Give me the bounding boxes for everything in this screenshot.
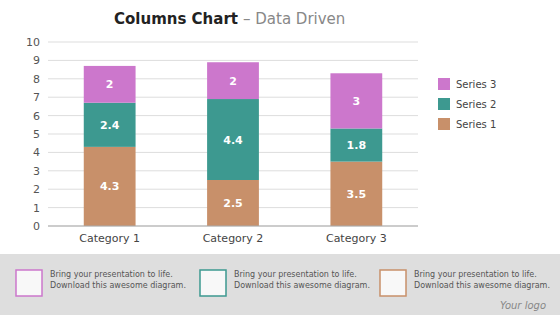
subtitle: – Data Driven xyxy=(243,10,345,28)
data-label: 4.4 xyxy=(223,134,243,147)
y-tick-label: 4 xyxy=(33,146,40,159)
y-tick-label: 8 xyxy=(33,73,40,86)
x-axis-line xyxy=(48,226,418,227)
footer-text-line: Bring your presentation to life. xyxy=(414,270,537,279)
y-tick-label: 5 xyxy=(33,128,40,141)
bar-segment xyxy=(84,147,136,226)
logo-text: Your logo xyxy=(500,300,546,311)
bar-segment xyxy=(84,103,136,147)
data-label: 2 xyxy=(229,75,237,88)
y-tick-label: 1 xyxy=(33,202,40,215)
footer-text-line: Download this awesome diagram. xyxy=(234,281,370,290)
data-label: 3 xyxy=(353,95,361,108)
legend-label: Series 3 xyxy=(456,79,496,90)
y-tick-label: 7 xyxy=(33,91,40,104)
title: Columns Chart xyxy=(114,10,238,28)
x-tick-label: Category 1 xyxy=(79,232,140,245)
data-label: 2.5 xyxy=(223,197,243,210)
data-label: 1.8 xyxy=(347,139,367,152)
grid-line xyxy=(48,42,418,43)
y-tick-label: 6 xyxy=(33,110,40,123)
footer-text-line: Download this awesome diagram. xyxy=(414,281,550,290)
y-tick-label: 9 xyxy=(33,54,40,67)
grid-line xyxy=(48,60,418,61)
legend-swatch xyxy=(438,118,450,130)
footer-text: Bring your presentation to life. Download… xyxy=(50,270,186,290)
data-label: 2 xyxy=(106,78,114,91)
bars xyxy=(84,62,382,226)
bar-segment xyxy=(84,66,136,103)
y-tick-label: 3 xyxy=(33,165,40,178)
footer-text-line: Download this awesome diagram. xyxy=(50,281,186,290)
chart: Columns Chart – Data Driven 0 1 2 3 4 5 6 7 8 9 10 4.… xyxy=(0,0,560,315)
footer-box xyxy=(200,270,226,296)
footer-text: Bring your presentation to life. Download… xyxy=(414,270,550,290)
footer-background xyxy=(0,254,560,315)
bar-segment xyxy=(330,162,382,226)
footer-box xyxy=(380,270,406,296)
bar-segment xyxy=(330,73,382,128)
data-label: 3.5 xyxy=(347,188,367,201)
legend-label: Series 1 xyxy=(456,119,496,130)
footer-text-line: Bring your presentation to life. xyxy=(50,270,173,279)
bar-segment xyxy=(207,99,259,180)
footer-text-line: Bring your presentation to life. xyxy=(234,270,357,279)
x-tick-label: Category 2 xyxy=(203,232,264,245)
y-tick-label: 2 xyxy=(33,183,40,196)
bar-segment xyxy=(330,128,382,161)
background xyxy=(0,0,560,315)
footer-box xyxy=(16,270,42,296)
x-tick-label: Category 3 xyxy=(326,232,387,245)
bar-segment xyxy=(207,180,259,226)
footer-text: Bring your presentation to life. Download… xyxy=(234,270,370,290)
grid-line xyxy=(48,226,418,227)
legend-swatch xyxy=(438,78,450,90)
data-label: 2.4 xyxy=(100,119,120,132)
data-label: 4.3 xyxy=(100,180,120,193)
y-tick-label: 10 xyxy=(26,36,40,49)
y-tick-label: 0 xyxy=(33,220,40,233)
legend-label: Series 2 xyxy=(456,99,496,110)
legend-swatch xyxy=(438,98,450,110)
bar-segment xyxy=(207,62,259,99)
